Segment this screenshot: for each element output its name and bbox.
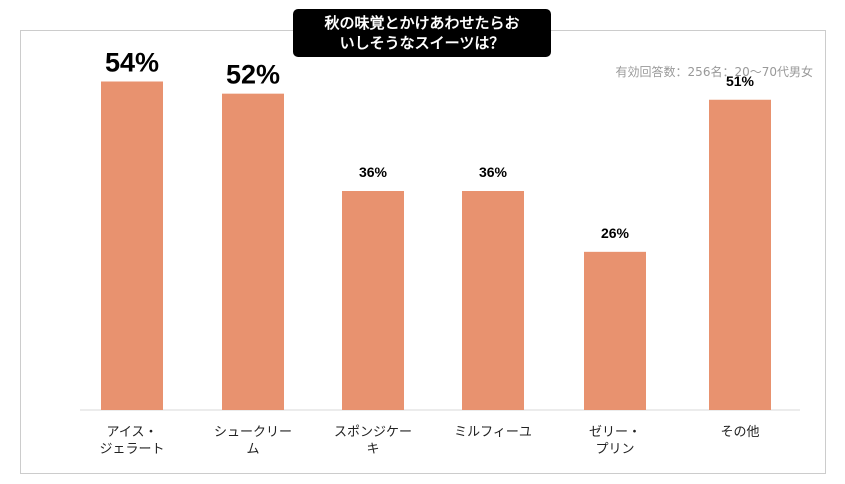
category-label-line: ム [246,442,260,457]
data-label-3: 36% [479,164,508,180]
category-label-line: ゼリー・ [588,425,641,440]
category-label-line: その他 [720,425,760,440]
chart-title-line-1: 秋の味覚とかけあわせたらお [324,14,520,32]
bar-5 [709,99,771,410]
category-label-line: ミルフィーユ [454,425,532,440]
chart-title: 秋の味覚とかけあわせたらお いしそうなスイーツは？ [293,9,551,57]
data-label-2: 36% [359,164,388,180]
category-label-4: ゼリー・ プリン [563,424,667,458]
category-label-5: その他 [688,424,792,441]
bar-1 [222,93,284,411]
category-label-line: シュークリー [213,425,292,440]
category-label-3: ミルフィーユ [441,424,545,441]
bar-2 [342,191,404,410]
category-label-line: キ [366,442,380,457]
data-label-5: 51% [726,73,755,89]
category-label-line: プリン [595,442,635,457]
category-label-line: スポンジケー [333,425,412,440]
data-label-4: 26% [601,225,630,241]
chart-title-line-2: いしそうなスイーツは？ [339,34,505,52]
bar-3 [462,191,524,410]
bar-0 [101,81,163,410]
data-label-1: 52% [226,60,280,90]
category-label-0: アイス・ ジェラート [80,424,184,458]
category-label-2: スポンジケーキ [321,424,425,458]
bar-4 [584,251,646,410]
chart-subtitle: 有効回答数：256名：20〜70代男女 [615,65,813,79]
data-label-0: 54% [105,48,159,78]
category-label-1: シュークリーム [201,424,305,458]
category-label-line: ジェラート [99,442,165,457]
category-label-line: アイス・ [106,425,158,440]
